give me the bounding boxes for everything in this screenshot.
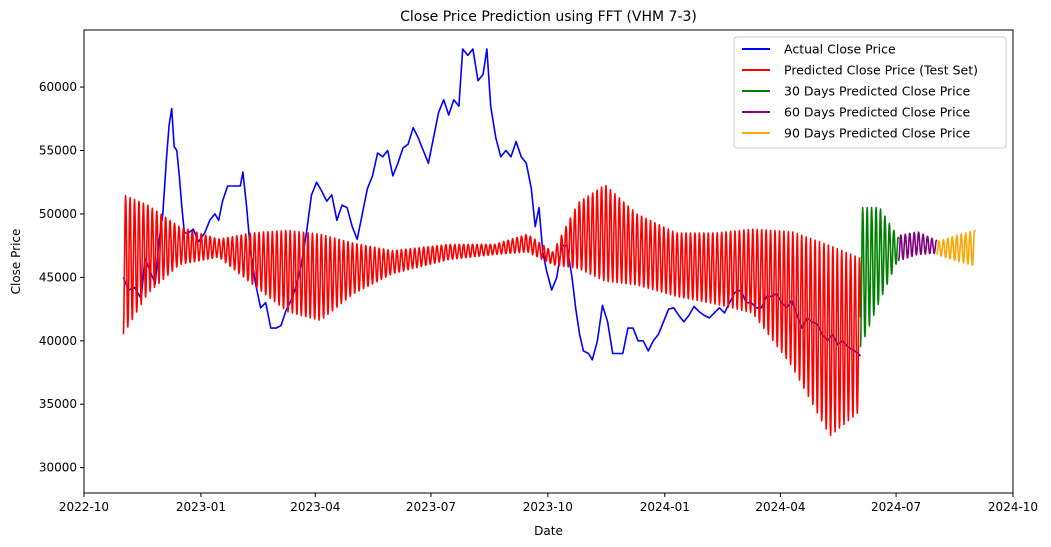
y-tick-label: 50000	[39, 207, 77, 221]
x-tick-label: 2022-10	[59, 500, 109, 514]
legend-label: 60 Days Predicted Close Price	[784, 105, 971, 120]
series-layer	[122, 48, 976, 437]
y-axis-title: Close Price	[9, 229, 23, 295]
series-line-5	[936, 229, 976, 267]
y-tick-label: 30000	[39, 461, 77, 475]
x-tick-label: 2024-07	[871, 500, 921, 514]
legend-label: Predicted Close Price (Test Set)	[784, 63, 978, 78]
legend-box	[733, 36, 1007, 149]
x-tick-label: 2023-04	[290, 500, 340, 514]
y-tick-label: 45000	[39, 270, 77, 284]
legend-label: Actual Close Price	[784, 42, 896, 57]
x-tick-label: 2023-07	[406, 500, 456, 514]
y-axis: 30000 35000 40000 45000 50000 55000 60000	[39, 80, 84, 475]
x-tick-label: 2024-04	[755, 500, 805, 514]
chart-title: Close Price Prediction using FFT (VHM 7-…	[400, 9, 697, 25]
series-line-3	[859, 206, 900, 348]
x-axis: 2022-10 2023-01 2023-04 2023-07 2023-10 2024-…	[59, 493, 1038, 514]
legend-label: 30 Days Predicted Close Price	[784, 84, 971, 99]
y-tick-label: 60000	[39, 80, 77, 94]
x-axis-title: Date	[534, 524, 563, 538]
x-tick-label: 2023-01	[176, 500, 226, 514]
y-tick-label: 35000	[39, 397, 77, 411]
y-tick-label: 55000	[39, 144, 77, 158]
x-tick-label: 2024-10	[988, 500, 1038, 514]
y-tick-label: 40000	[39, 334, 77, 348]
plot-area	[83, 29, 1014, 494]
plot-frame	[83, 29, 1014, 494]
series-line-4	[897, 231, 938, 262]
legend-label: 90 Days Predicted Close Price	[784, 126, 971, 141]
x-tick-label: 2023-10	[523, 500, 573, 514]
legend: Actual Close Price Predicted Close Price …	[733, 36, 1007, 149]
series-line-2	[122, 184, 862, 437]
x-tick-label: 2024-01	[640, 500, 690, 514]
